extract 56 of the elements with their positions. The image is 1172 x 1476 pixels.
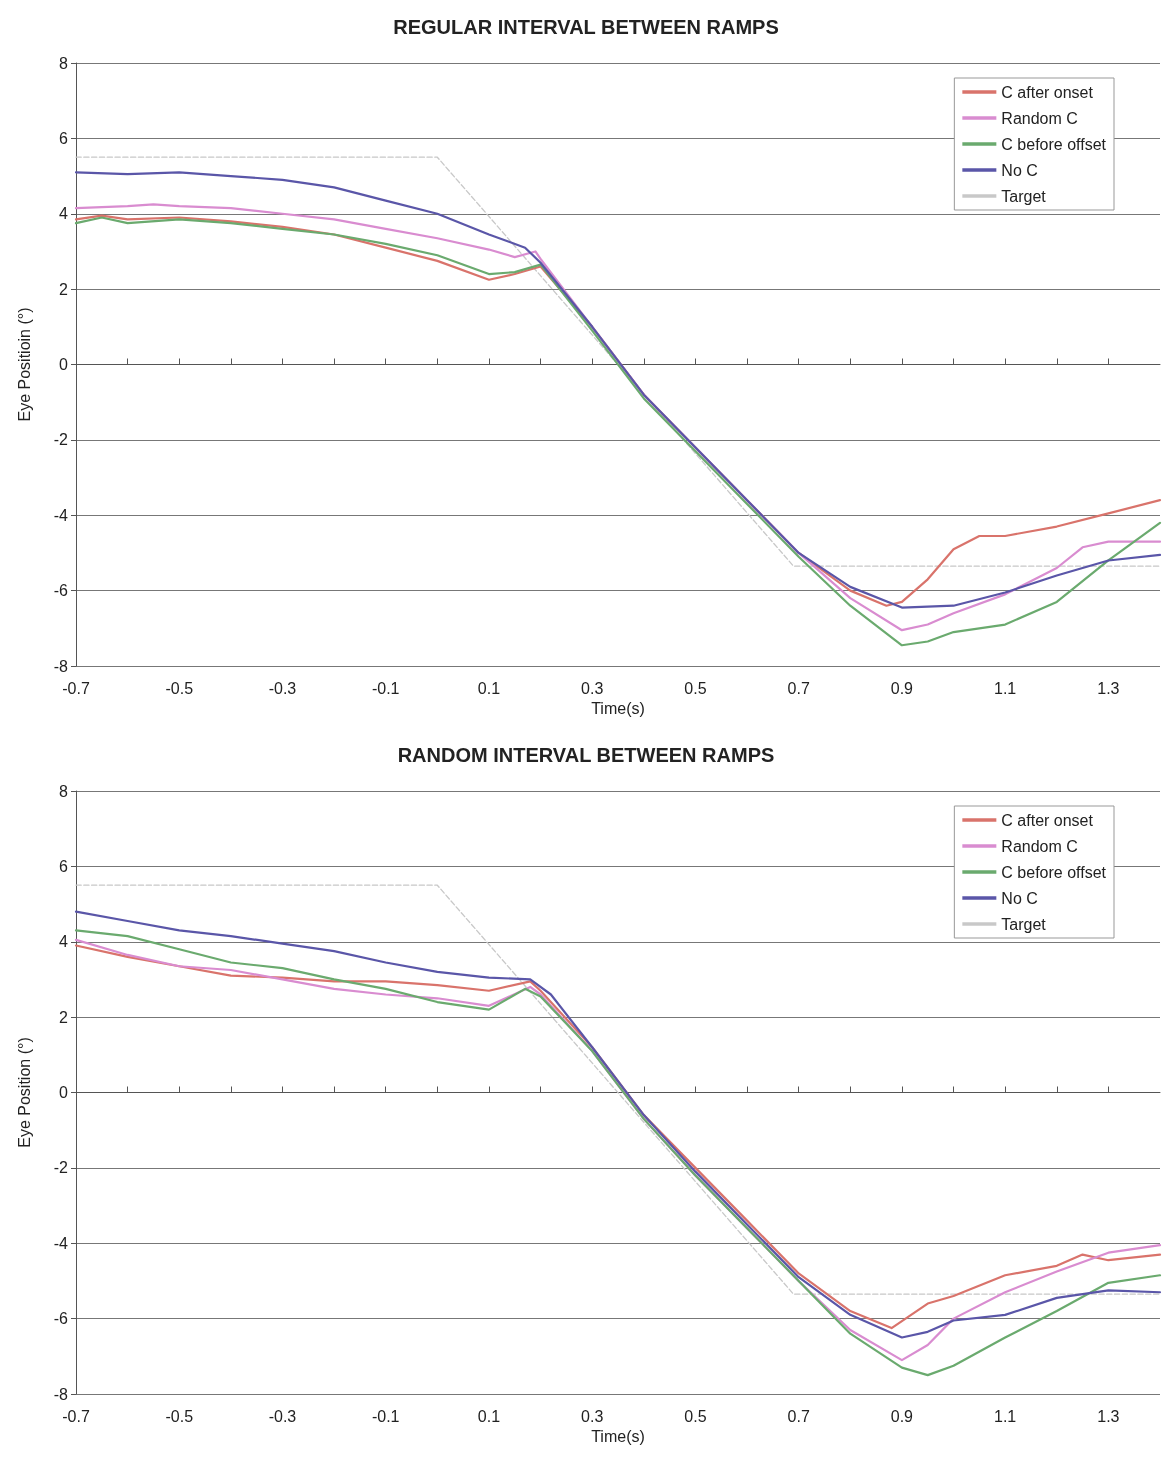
- y-tick-label: 2: [59, 1008, 69, 1026]
- x-tick-label: 1.3: [1097, 1407, 1120, 1425]
- y-tick-label: -4: [53, 506, 69, 524]
- x-tick-label: 0.3: [581, 679, 604, 697]
- y-tick-label: 8: [59, 782, 69, 800]
- x-tick-label: 0.3: [581, 1407, 604, 1425]
- x-tick-label: 0.1: [477, 1407, 501, 1425]
- y-tick-label: -6: [53, 1310, 69, 1328]
- y-tick-label: 6: [59, 129, 69, 147]
- chart-title: REGULAR INTERVAL BETWEEN RAMPS: [393, 16, 779, 38]
- x-tick-label: -0.3: [268, 1407, 297, 1425]
- legend-label: No C: [1001, 889, 1038, 907]
- y-tick-label: -6: [53, 582, 69, 600]
- x-axis-title: Time(s): [591, 700, 645, 718]
- legend-label: No C: [1001, 161, 1038, 179]
- legend-label: C before offset: [1001, 863, 1107, 881]
- y-tick-label: 0: [59, 356, 69, 373]
- y-tick-label: 2: [59, 280, 69, 298]
- x-tick-label: -0.1: [371, 679, 400, 697]
- x-axis-title: Time(s): [591, 1428, 645, 1446]
- x-tick-label: -0.5: [165, 1407, 194, 1425]
- x-tick-label: -0.3: [268, 679, 297, 697]
- y-tick-label: -2: [53, 1159, 69, 1177]
- y-tick-label: -8: [53, 1385, 69, 1403]
- legend-label: Target: [1001, 915, 1047, 933]
- x-tick-label: 1.3: [1097, 679, 1120, 697]
- y-tick-label: 0: [59, 1084, 69, 1101]
- legend-label: C after onset: [1001, 811, 1094, 829]
- y-tick-label: 6: [59, 857, 69, 875]
- y-tick-label: -2: [53, 431, 69, 449]
- y-axis-title: Eye Positioin (°): [15, 307, 33, 422]
- legend-label: Random C: [1001, 837, 1078, 855]
- x-tick-label: 0.7: [787, 1407, 810, 1425]
- x-tick-label: -0.7: [62, 679, 90, 697]
- x-tick-label: 0.1: [477, 679, 501, 697]
- legend-label: Random C: [1001, 109, 1078, 127]
- x-tick-label: 0.9: [890, 1407, 914, 1425]
- x-tick-label: -0.1: [371, 1407, 400, 1425]
- x-tick-label: 0.7: [787, 679, 810, 697]
- x-tick-label: 0.5: [684, 679, 707, 697]
- legend-label: Target: [1001, 187, 1047, 205]
- y-tick-label: -8: [53, 657, 69, 675]
- x-tick-label: -0.7: [62, 1407, 90, 1425]
- x-tick-label: -0.5: [165, 679, 194, 697]
- x-tick-label: 1.1: [994, 1407, 1017, 1425]
- y-tick-label: 4: [59, 205, 69, 223]
- x-tick-label: 1.1: [994, 679, 1017, 697]
- y-axis-title: Eye Position (°): [15, 1037, 33, 1148]
- y-tick-label: 8: [59, 54, 69, 72]
- y-tick-label: -4: [53, 1234, 69, 1252]
- y-tick-label: 4: [59, 933, 69, 951]
- legend-label: C before offset: [1001, 135, 1107, 153]
- legend-label: C after onset: [1001, 83, 1094, 101]
- chart-title: RANDOM INTERVAL BETWEEN RAMPS: [397, 744, 775, 766]
- x-tick-label: 0.9: [890, 679, 914, 697]
- x-tick-label: 0.5: [684, 1407, 707, 1425]
